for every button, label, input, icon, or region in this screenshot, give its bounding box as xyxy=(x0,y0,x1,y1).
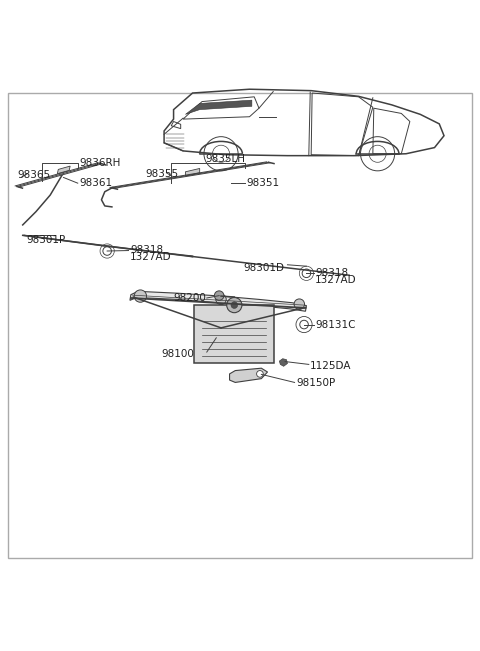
Circle shape xyxy=(227,298,242,312)
Polygon shape xyxy=(185,100,252,115)
Text: 98355: 98355 xyxy=(145,169,178,178)
Circle shape xyxy=(231,302,238,309)
Text: 9835LH: 9835LH xyxy=(206,154,246,165)
Text: 98100: 98100 xyxy=(162,349,194,359)
Text: 98301P: 98301P xyxy=(26,235,66,245)
Text: 1327AD: 1327AD xyxy=(315,275,357,285)
Text: 98318: 98318 xyxy=(130,245,163,255)
Text: 1125DA: 1125DA xyxy=(310,361,352,371)
Polygon shape xyxy=(229,368,267,382)
Text: 98351: 98351 xyxy=(247,178,280,188)
Polygon shape xyxy=(130,292,306,311)
Text: 98200: 98200 xyxy=(174,293,206,303)
Circle shape xyxy=(257,370,263,377)
Text: 98365: 98365 xyxy=(17,170,50,180)
Circle shape xyxy=(300,320,308,329)
Text: 98318: 98318 xyxy=(315,268,348,279)
Circle shape xyxy=(215,291,224,300)
Text: 98361: 98361 xyxy=(80,178,113,188)
Polygon shape xyxy=(279,359,288,367)
Circle shape xyxy=(134,290,146,302)
Circle shape xyxy=(294,299,304,309)
Circle shape xyxy=(103,247,111,255)
Circle shape xyxy=(302,269,311,277)
Polygon shape xyxy=(185,169,200,176)
Circle shape xyxy=(216,294,226,305)
Text: 98131C: 98131C xyxy=(315,320,356,329)
Text: 98150P: 98150P xyxy=(296,378,335,389)
Polygon shape xyxy=(57,166,70,174)
Text: 1327AD: 1327AD xyxy=(130,252,171,262)
Text: 9836RH: 9836RH xyxy=(80,158,121,168)
FancyBboxPatch shape xyxy=(194,305,274,363)
Text: 98301D: 98301D xyxy=(244,262,285,273)
